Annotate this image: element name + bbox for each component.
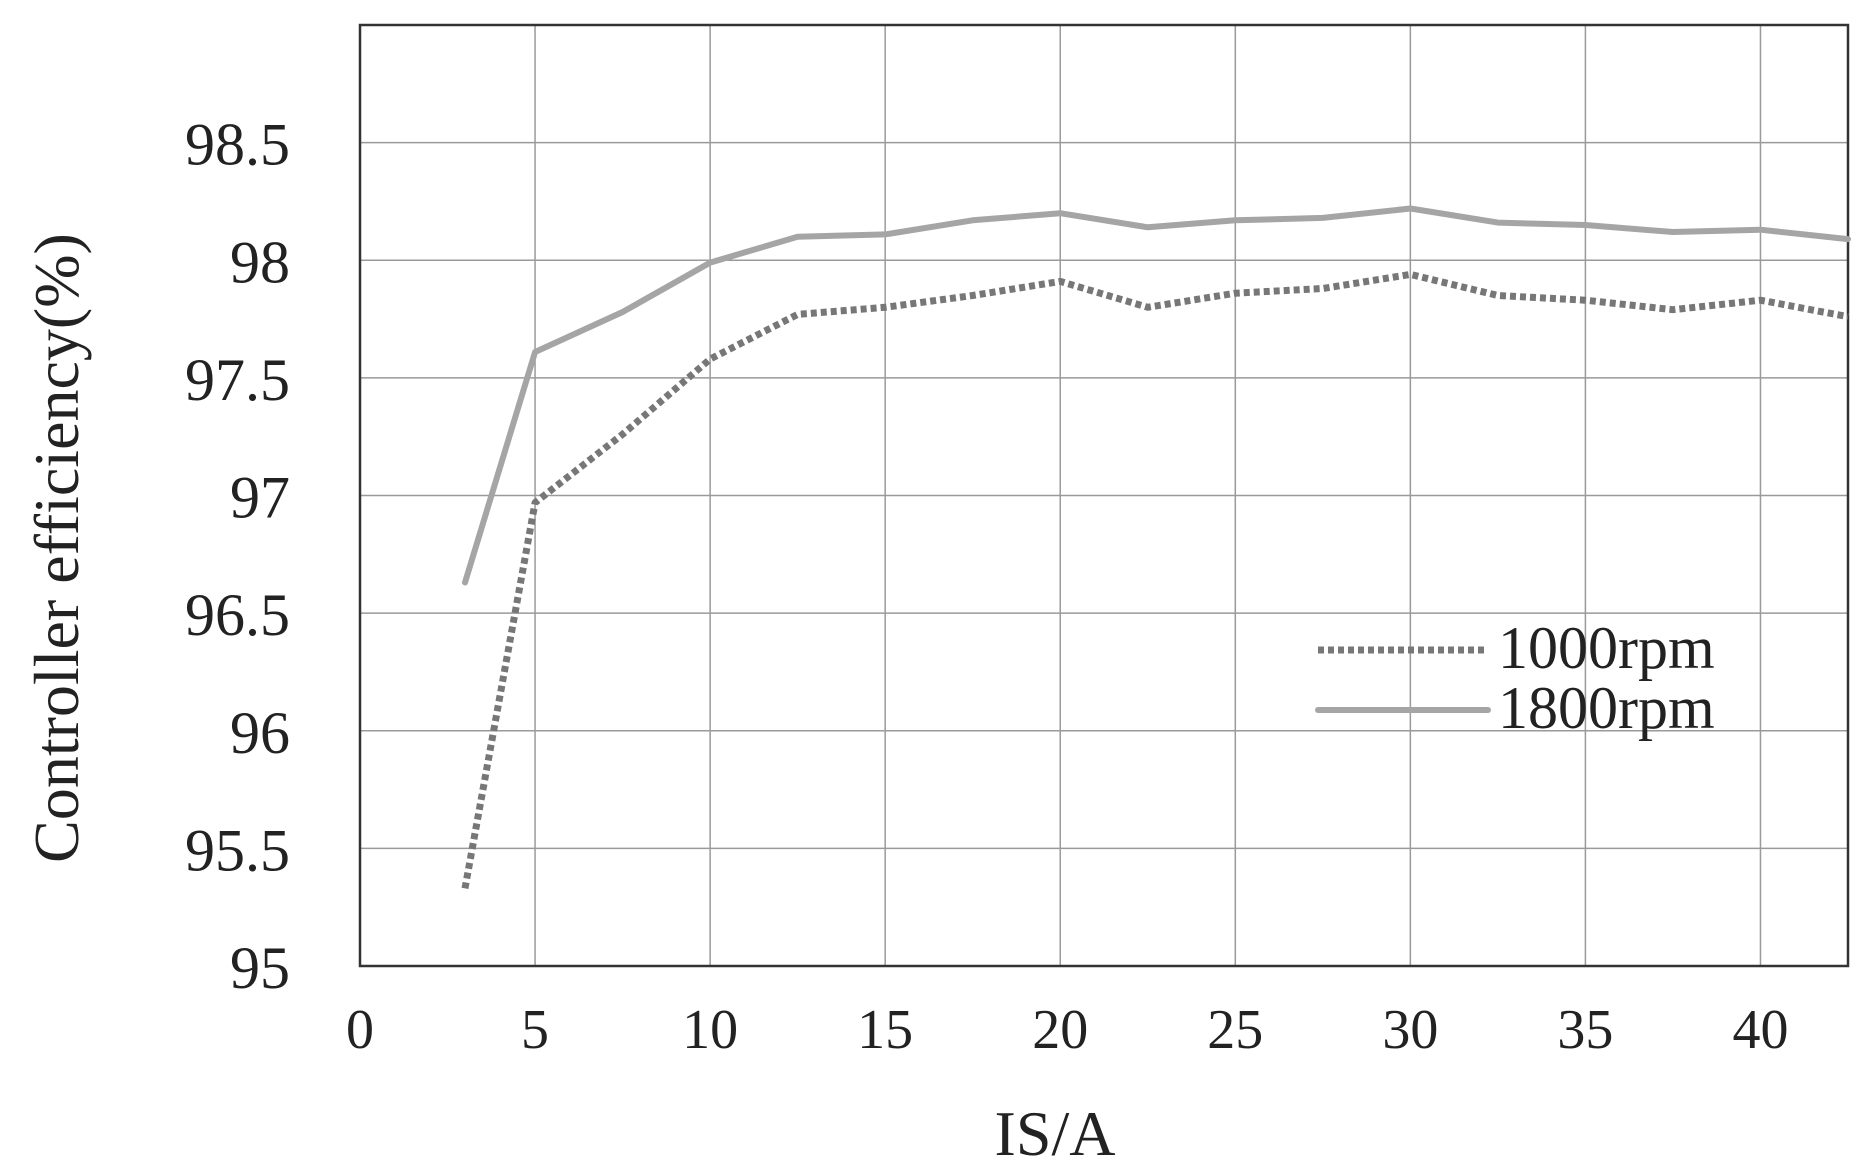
series-layer — [461, 205, 1851, 890]
x-tick-label: 25 — [1207, 999, 1263, 1061]
grid-lines — [360, 25, 1848, 966]
x-tick-label: 10 — [682, 999, 738, 1061]
plot-frame — [358, 23, 1850, 968]
x-tick-labels: 0 5 10 15 20 25 30 35 40 — [346, 999, 1788, 1061]
x-tick-label: 40 — [1732, 999, 1788, 1061]
legend-label-1000rpm: 1000rpm — [1498, 615, 1715, 681]
x-tick-label: 15 — [857, 999, 913, 1061]
y-tick-label: 95 — [230, 935, 290, 1001]
y-tick-label: 96 — [230, 700, 290, 766]
x-tick-label: 35 — [1557, 999, 1613, 1061]
x-tick-label: 20 — [1032, 999, 1088, 1061]
y-tick-label: 95.5 — [185, 817, 290, 883]
y-tick-label: 96.5 — [185, 582, 290, 648]
y-tick-label: 98 — [230, 229, 290, 295]
series-line-1000rpm — [461, 270, 1849, 890]
x-axis-title: IS/A — [995, 1098, 1116, 1169]
x-tick-label: 0 — [346, 999, 374, 1061]
y-tick-label: 98.5 — [185, 112, 290, 178]
y-axis-title: Controller efficiency(%) — [21, 233, 92, 863]
y-tick-label: 97 — [230, 465, 290, 531]
x-tick-label: 30 — [1382, 999, 1438, 1061]
series-line-1800rpm — [462, 205, 1851, 586]
y-tick-labels: 95 95.5 96 96.5 97 97.5 98 98.5 — [185, 112, 290, 1001]
x-tick-label: 5 — [521, 999, 549, 1061]
legend-label-1800rpm: 1800rpm — [1498, 675, 1715, 741]
y-tick-label: 97.5 — [185, 347, 290, 413]
